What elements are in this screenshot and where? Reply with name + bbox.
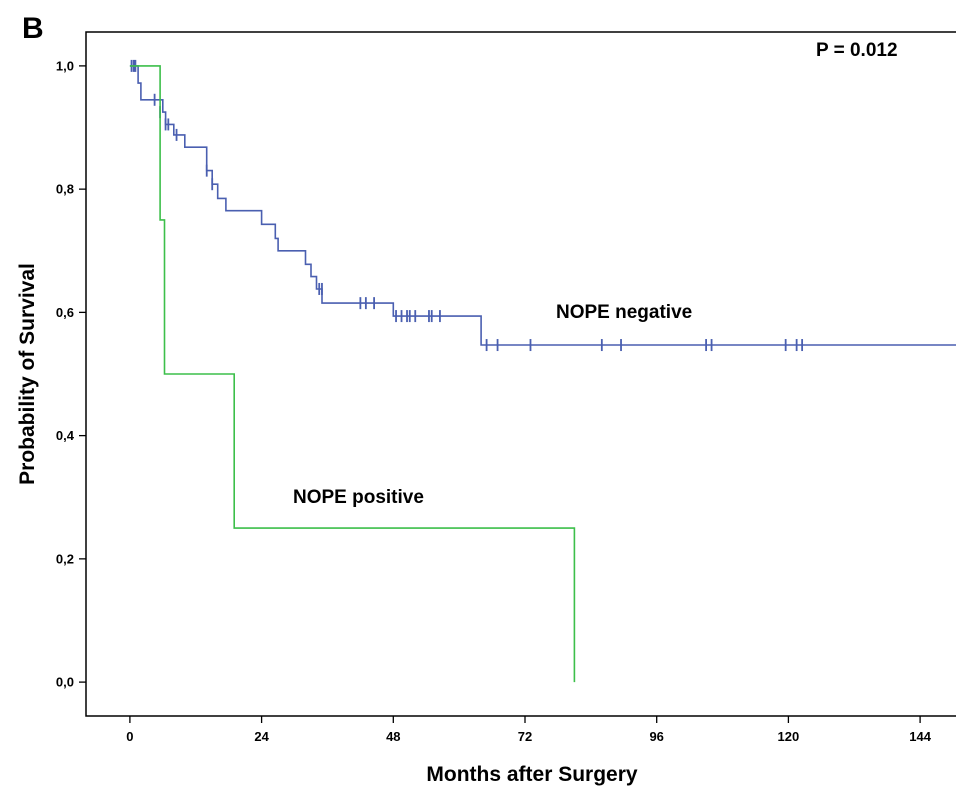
y-tick-label: 0,8 [56, 182, 74, 197]
y-tick-label: 0,2 [56, 551, 74, 566]
x-tick-label: 120 [778, 729, 800, 744]
y-tick-label: 0,4 [56, 428, 75, 443]
y-axis-ticks: 0,0 0,2 0,4 0,6 0,8 1,0 [56, 58, 86, 690]
label-nope-positive: NOPE positive [293, 487, 424, 508]
x-axis-title: Months after Surgery [426, 763, 638, 786]
y-tick-label: 1,0 [56, 58, 74, 73]
series-line-nope-positive [129, 65, 576, 683]
x-tick-label: 144 [909, 729, 931, 744]
label-nope-negative: NOPE negative [556, 302, 692, 323]
series-line-nope-negative [129, 65, 956, 346]
x-tick-label: 24 [254, 729, 269, 744]
y-tick-label: 0,0 [56, 675, 74, 690]
p-value-annotation: P = 0.012 [816, 40, 898, 61]
series-layer [129, 59, 956, 683]
panel-label: B [22, 12, 44, 45]
x-axis-ticks: 0 24 48 72 96 120 144 [126, 716, 932, 744]
x-tick-label: 72 [518, 729, 532, 744]
x-tick-label: 96 [649, 729, 663, 744]
x-tick-label: 48 [386, 729, 400, 744]
y-axis-title: Probability of Survival [16, 263, 39, 485]
x-tick-label: 0 [126, 729, 133, 744]
y-tick-label: 0,6 [56, 305, 74, 320]
